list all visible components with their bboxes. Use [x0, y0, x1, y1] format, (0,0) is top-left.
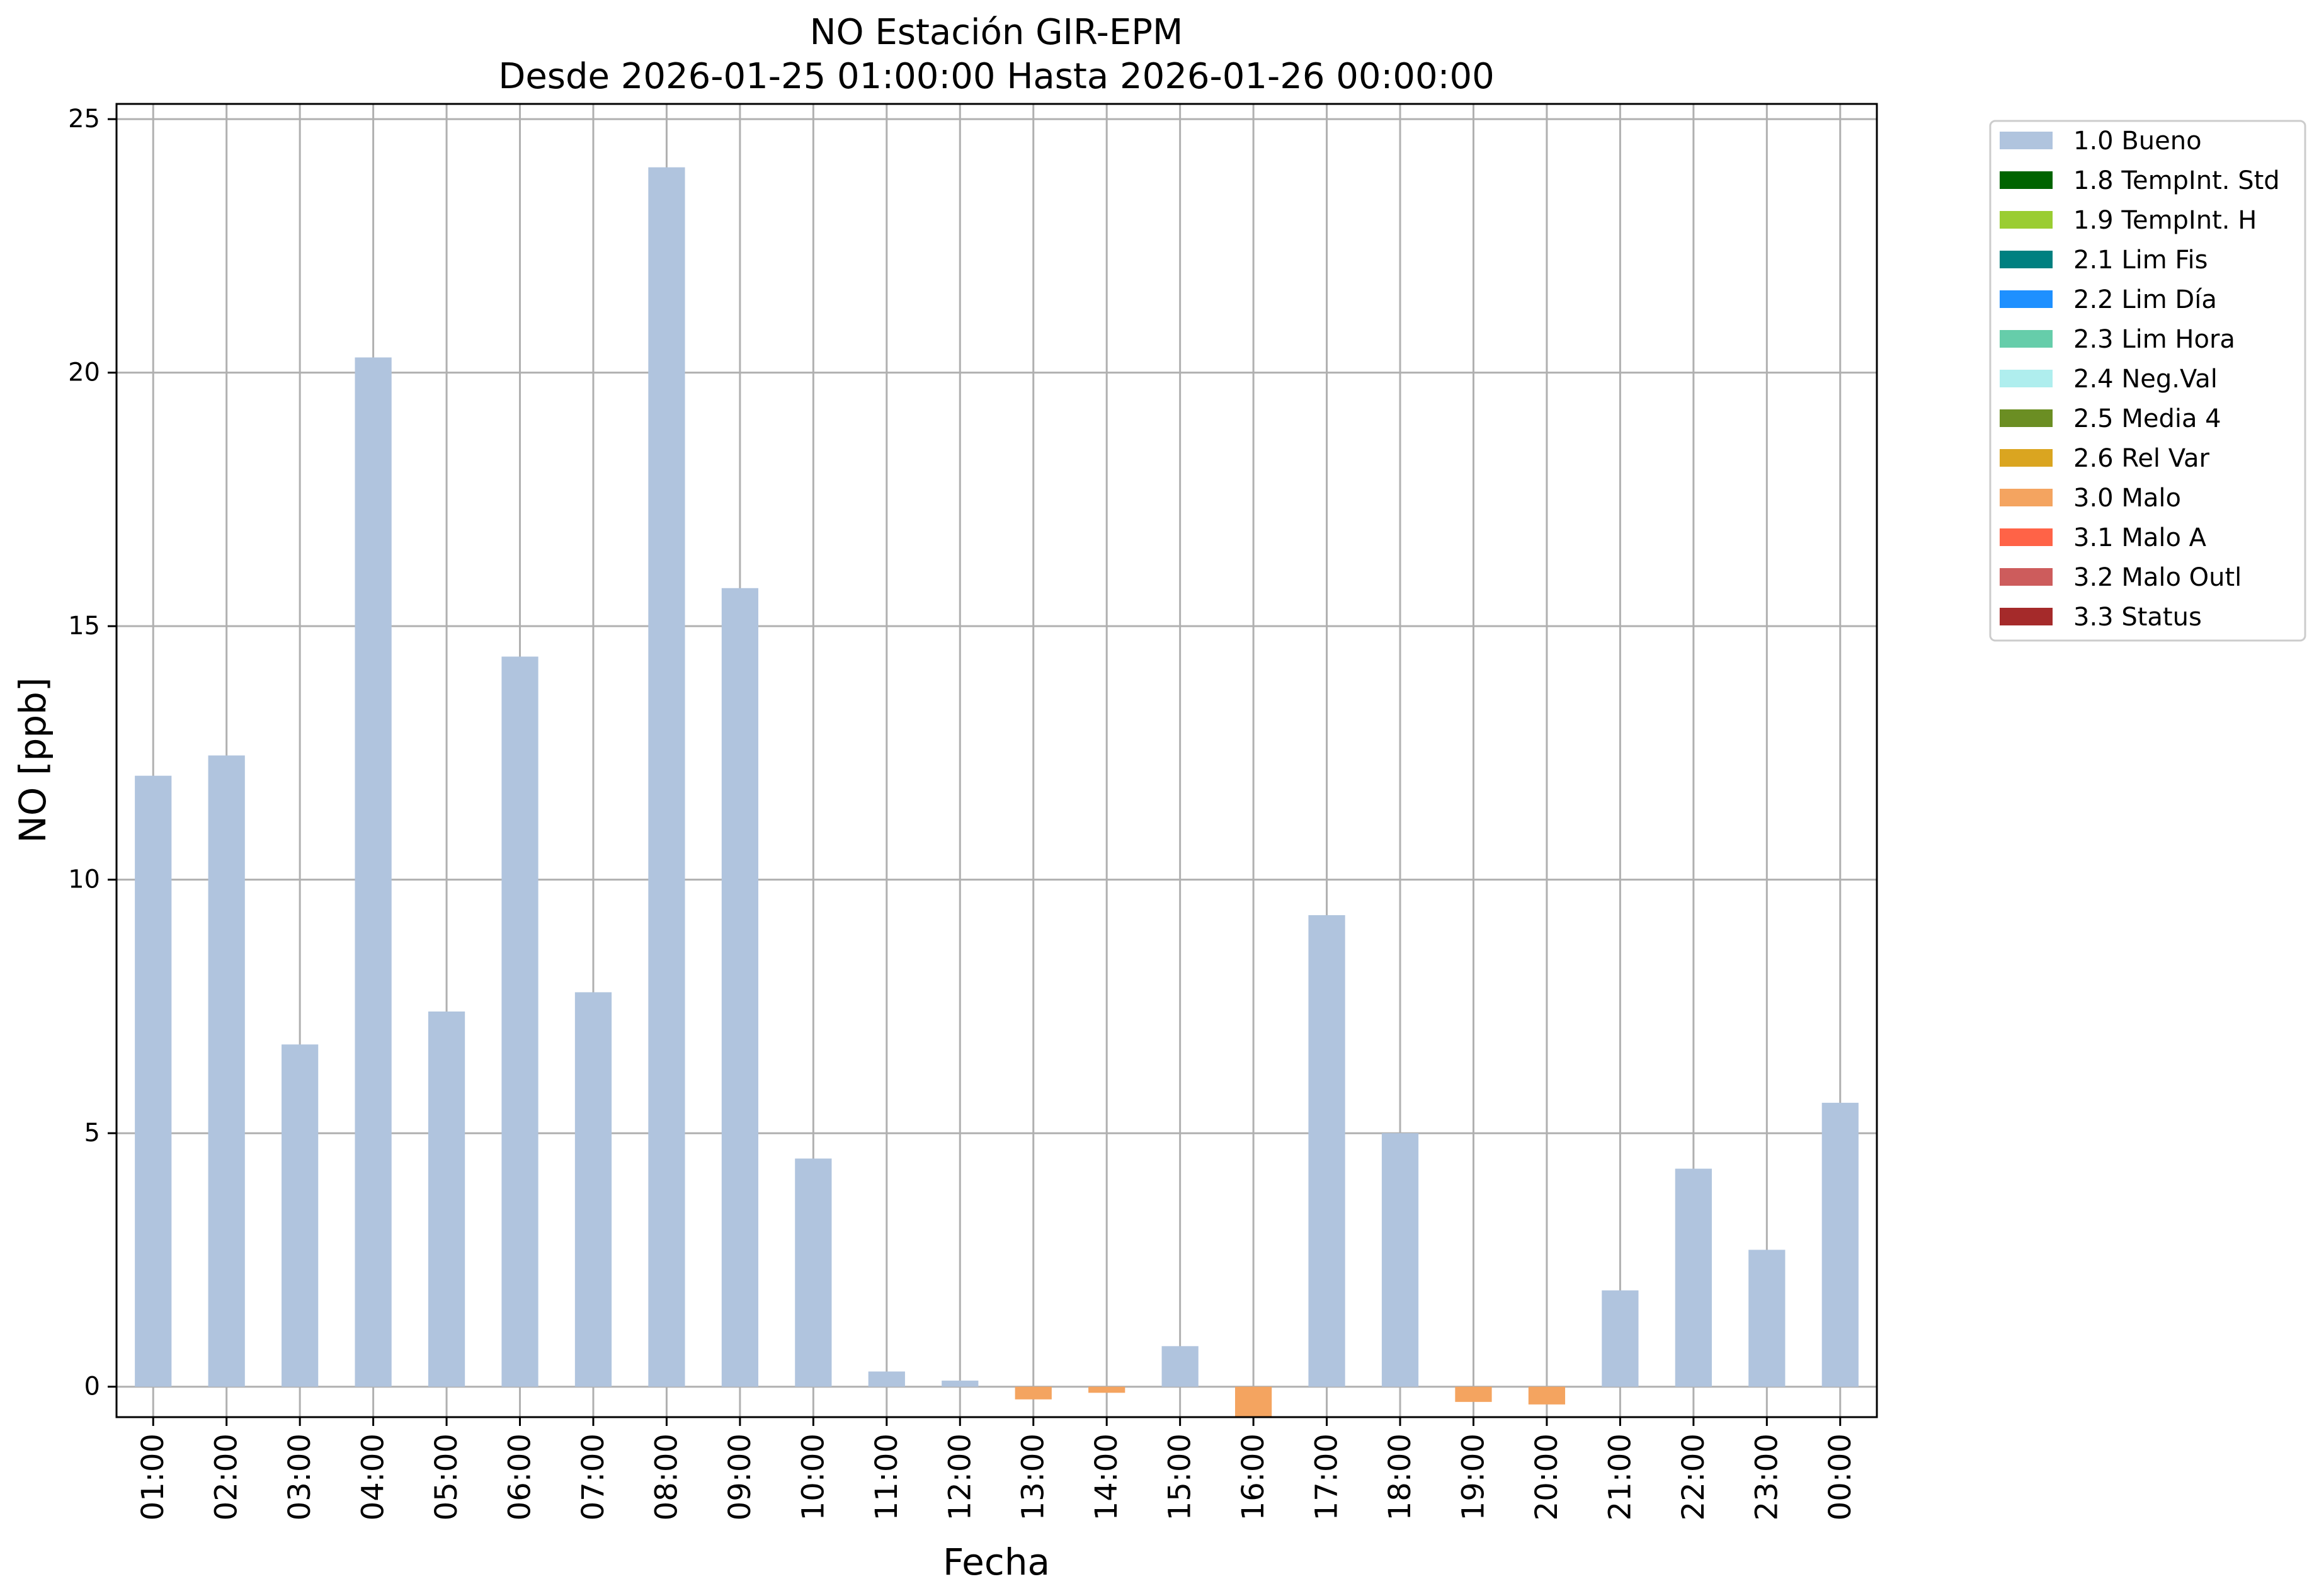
bar [428, 1011, 465, 1387]
legend-label: 3.3 Status [2073, 603, 2202, 632]
legend-swatch [2000, 290, 2053, 308]
x-tick-label: 06:00 [503, 1434, 538, 1520]
x-tick-label: 11:00 [869, 1434, 904, 1520]
bar [721, 588, 759, 1387]
bar [1234, 1386, 1272, 1417]
y-tick-label: 15 [68, 612, 100, 641]
bar [1748, 1250, 1786, 1387]
x-tick-label: 00:00 [1823, 1434, 1858, 1520]
legend-swatch [2000, 251, 2053, 268]
plot-frame [115, 103, 1878, 1418]
bar [501, 656, 538, 1387]
bar [648, 167, 685, 1387]
bar [355, 357, 392, 1387]
legend-label: 2.3 Lim Hora [2073, 325, 2235, 354]
x-tick-label: 10:00 [795, 1434, 831, 1520]
bar [1161, 1346, 1199, 1387]
x-tick-label: 21:00 [1602, 1434, 1638, 1520]
bar [135, 775, 172, 1387]
chart-title: NO Estación GIR-EPM [810, 12, 1183, 53]
legend-swatch [2000, 528, 2053, 546]
legend-swatch [2000, 132, 2053, 149]
legend-label: 3.1 Malo A [2073, 523, 2207, 552]
x-tick-label: 09:00 [722, 1434, 758, 1520]
legend-swatch [2000, 370, 2053, 387]
legend-label: 1.9 TempInt. H [2073, 206, 2257, 235]
x-tick-label: 12:00 [942, 1434, 977, 1520]
y-axis-label: NO [ppb] [11, 677, 54, 843]
legend-label: 3.2 Malo Outl [2073, 563, 2242, 592]
y-tick-label: 20 [68, 358, 100, 387]
x-tick-label: 04:00 [356, 1434, 391, 1520]
x-tick-label: 13:00 [1016, 1434, 1051, 1520]
x-tick-label: 20:00 [1529, 1434, 1564, 1520]
x-tick-label: 19:00 [1456, 1434, 1491, 1520]
grid [117, 104, 1877, 1417]
legend-label: 2.1 Lim Fis [2073, 246, 2208, 275]
x-tick-label: 18:00 [1382, 1434, 1418, 1520]
bar [795, 1158, 832, 1387]
x-tick-label: 17:00 [1309, 1434, 1345, 1520]
legend: 1.0 Bueno 1.8 TempInt. Std 1.9 TempInt. H 2… [1989, 120, 2306, 642]
bar [1821, 1102, 1859, 1387]
legend-swatch [2000, 330, 2053, 348]
bar [942, 1381, 979, 1387]
bar [1381, 1133, 1419, 1387]
legend-swatch [2000, 568, 2053, 586]
legend-swatch [2000, 171, 2053, 189]
chart-subtitle: Desde 2026-01-25 01:00:00 Hasta 2026-01-… [498, 56, 1495, 97]
x-tick-label: 08:00 [649, 1434, 684, 1520]
legend-label: 1.0 Bueno [2073, 127, 2202, 156]
x-tick-label: 05:00 [429, 1434, 464, 1520]
legend-swatch [2000, 449, 2053, 467]
legend-label: 3.0 Malo [2073, 484, 2181, 513]
x-tick-label: 07:00 [576, 1434, 611, 1520]
x-tick-label: 23:00 [1749, 1434, 1784, 1520]
y-tick-label: 5 [84, 1119, 100, 1148]
legend-swatch [2000, 211, 2053, 229]
x-tick-label: 14:00 [1089, 1434, 1124, 1520]
bar [1088, 1386, 1125, 1393]
bar [208, 755, 245, 1387]
legend-swatch [2000, 409, 2053, 427]
y-axis-ticks: 0 5 10 15 20 25 [68, 105, 117, 1401]
legend-swatch [2000, 489, 2053, 506]
legend-swatch [2000, 608, 2053, 625]
bar [574, 992, 612, 1387]
legend-label: 2.5 Media 4 [2073, 404, 2221, 433]
x-tick-label: 03:00 [282, 1434, 317, 1520]
x-axis-label: Fecha [943, 1541, 1050, 1583]
bar [868, 1371, 905, 1387]
x-axis-ticks: 01:00 02:00 03:00 04:00 05:00 06:00 07:00 08:00… [135, 1417, 1858, 1520]
bar [282, 1044, 319, 1387]
x-tick-label: 15:00 [1163, 1434, 1198, 1520]
bar [1675, 1168, 1712, 1387]
legend-box [1989, 120, 2306, 642]
bar [1308, 915, 1345, 1387]
legend-label: 2.4 Neg.Val [2073, 365, 2218, 394]
bars [135, 167, 1859, 1417]
y-tick-label: 25 [68, 105, 100, 134]
legend-label: 1.8 TempInt. Std [2073, 166, 2280, 195]
bar [1455, 1386, 1492, 1402]
x-tick-label: 01:00 [135, 1434, 171, 1520]
bar [1015, 1386, 1052, 1399]
x-tick-label: 22:00 [1676, 1434, 1711, 1520]
y-tick-label: 10 [68, 865, 100, 894]
legend-label: 2.2 Lim Día [2073, 285, 2217, 314]
x-tick-label: 02:00 [209, 1434, 244, 1520]
legend-label: 2.6 Rel Var [2073, 444, 2210, 473]
x-tick-label: 16:00 [1236, 1434, 1271, 1520]
y-tick-label: 0 [84, 1372, 100, 1401]
bar [1602, 1290, 1639, 1387]
bar [1528, 1386, 1566, 1405]
